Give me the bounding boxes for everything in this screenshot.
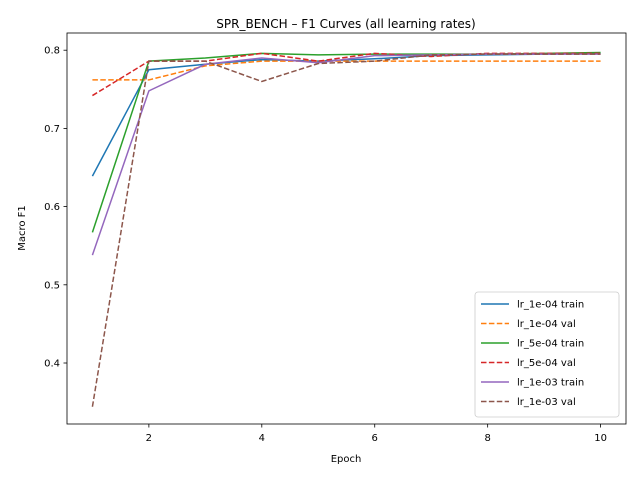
x-tick-label: 4 bbox=[259, 433, 265, 444]
y-axis: 0.4 0.5 0.6 0.7 0.8 bbox=[44, 46, 67, 370]
x-tick-label: 8 bbox=[484, 433, 490, 444]
y-tick-label: 0.4 bbox=[44, 359, 60, 370]
y-axis-label: Macro F1 bbox=[17, 205, 28, 251]
series-line-1 bbox=[92, 60, 601, 81]
y-tick-label: 0.6 bbox=[44, 202, 60, 213]
x-tick-label: 10 bbox=[594, 433, 607, 444]
x-tick-label: 6 bbox=[372, 433, 378, 444]
series-line-3 bbox=[92, 52, 601, 97]
legend: lr_1e-04 train lr_1e-04 val lr_5e-04 train… bbox=[474, 291, 620, 418]
legend-entry-label: lr_1e-03 val bbox=[517, 397, 576, 408]
legend-entry-label: lr_1e-04 val bbox=[517, 319, 576, 330]
plot-frame bbox=[66, 32, 627, 425]
series-line-5 bbox=[91, 53, 601, 407]
chart-title: SPR_BENCH – F1 Curves (all learning rate… bbox=[216, 17, 475, 31]
legend-entry-label: lr_1e-03 train bbox=[517, 378, 584, 389]
x-tick-label: 2 bbox=[146, 433, 152, 444]
legend-entry-label: lr_1e-04 train bbox=[517, 300, 584, 311]
y-tick-label: 0.5 bbox=[44, 280, 60, 291]
y-tick-label: 0.8 bbox=[44, 46, 60, 57]
legend-box bbox=[474, 291, 620, 418]
legend-entry-label: lr_5e-04 val bbox=[517, 358, 576, 369]
legend-entry-label: lr_5e-04 train bbox=[517, 339, 584, 350]
x-axis: 2 4 6 8 10 bbox=[146, 424, 607, 444]
plot-area bbox=[91, 51, 601, 407]
y-tick-label: 0.7 bbox=[44, 124, 60, 135]
x-axis-label: Epoch bbox=[331, 454, 362, 465]
